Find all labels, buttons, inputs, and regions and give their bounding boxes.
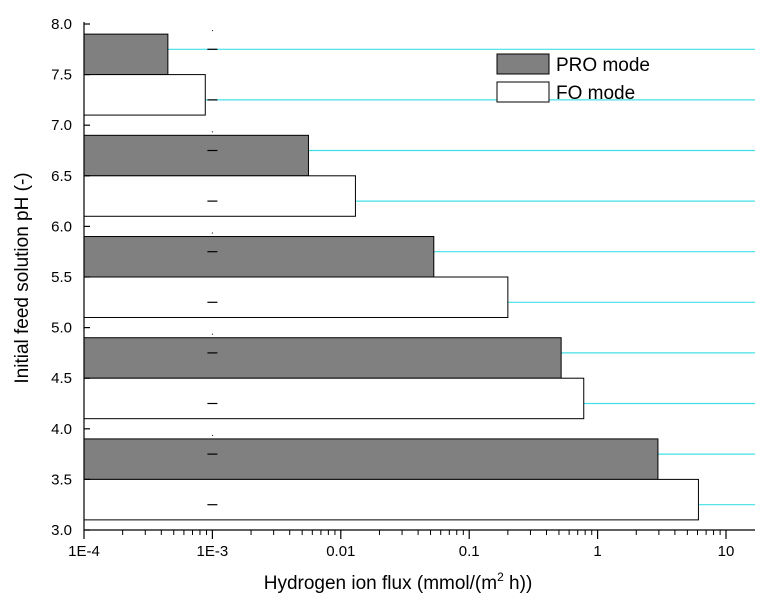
y-tick-label-7: 6.5 [51, 168, 72, 185]
center-dot-2 [211, 232, 213, 234]
x-tick-label-2: 0.01 [326, 543, 355, 560]
x-axis-label-end: h)) [504, 573, 533, 594]
bar-pro-mode-1 [83, 134, 309, 177]
x-axis-ticks: 1E-4 1E-3 0.01 0.1 1 10 [68, 530, 734, 560]
center-dot-4 [211, 30, 213, 32]
legend-swatch-pro-mode [496, 53, 550, 75]
bar-pro-mode-2 [83, 236, 435, 278]
legend-label-pro-mode: PRO mode [556, 55, 650, 76]
y-axis-label: Initial feed solution pH (-) [12, 172, 33, 383]
bar-fo-mode-2 [83, 276, 509, 318]
y-tick-label-0: 3.0 [51, 522, 72, 539]
y-tick-label-5: 5.5 [51, 269, 72, 286]
y-tick-label-6: 6.0 [51, 218, 72, 235]
y-tick-label-3: 4.5 [51, 370, 72, 387]
x-tick-label-5: 10 [718, 543, 735, 560]
x-axis-label: Hydrogen ion flux (mmol/(m2 h)) [264, 570, 533, 594]
x-tick-label-0: 1E-4 [68, 543, 100, 560]
bar-fo-mode-0 [83, 74, 206, 116]
bar-fo-mode-3 [83, 377, 585, 420]
center-marks [207, 30, 218, 506]
x-tick-label-4: 1 [593, 543, 601, 560]
center-dot-1 [211, 333, 213, 335]
bar-pro-mode-0 [83, 33, 169, 76]
legend-swatch-fo-mode [496, 81, 550, 103]
bars [83, 33, 699, 521]
legend-label-fo-mode: FO mode [556, 83, 635, 104]
y-tick-label-10: 8.0 [51, 16, 72, 33]
y-tick-label-8: 7.0 [51, 117, 72, 134]
center-dot-0 [211, 434, 213, 436]
y-tick-label-1: 3.5 [51, 471, 72, 488]
bar-pro-mode-4 [83, 438, 659, 480]
y-tick-label-9: 7.5 [51, 67, 72, 84]
bar-pro-mode-3 [83, 337, 562, 379]
center-dot-3 [211, 131, 213, 133]
y-tick-label-4: 5.0 [51, 320, 72, 337]
x-axis-label-main: Hydrogen ion flux (mmol/(m [264, 573, 497, 594]
y-tick-label-2: 4.0 [51, 421, 72, 438]
axes [83, 22, 755, 531]
x-axis-label-superscript: 2 [497, 570, 504, 584]
bar-fo-mode-1 [83, 175, 356, 217]
x-tick-label-1: 1E-3 [197, 543, 229, 560]
bar-fo-mode-4 [83, 478, 699, 521]
x-tick-label-3: 0.1 [459, 543, 480, 560]
y-axis-ticks: 3.0 3.5 4.0 4.5 5.0 5.5 6.0 6.5 7.0 7.5 8.0 [51, 16, 90, 539]
legend: PRO mode FO mode [496, 53, 650, 104]
